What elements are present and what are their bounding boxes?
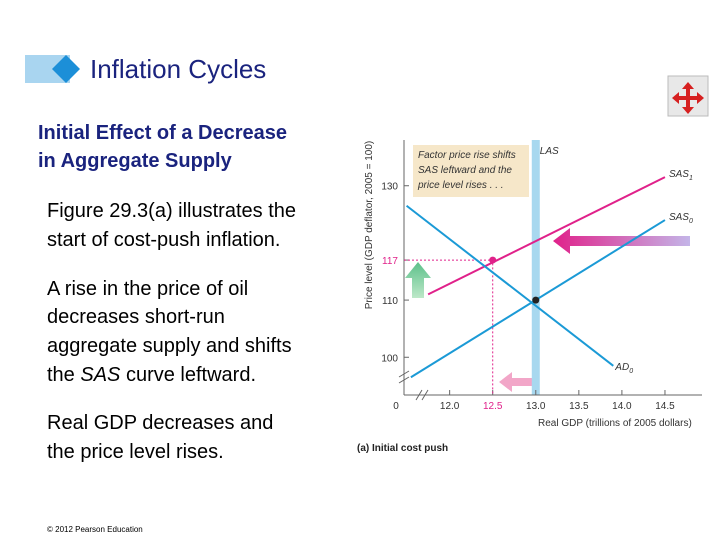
icon-arrows[interactable] bbox=[672, 82, 704, 114]
curve-label: SAS1 bbox=[669, 169, 693, 182]
annotation: price level rises . . . bbox=[417, 180, 504, 191]
paragraph-line: Figure 29.3(a) illustrates the bbox=[47, 200, 296, 222]
heading: Initial Effect of a Decrease bbox=[38, 122, 287, 144]
x-tick-label: 13.5 bbox=[569, 401, 589, 412]
annotation: Factor price rise shifts bbox=[418, 150, 516, 161]
text-run: curve leftward. bbox=[120, 364, 256, 386]
y-axis-label: Price level (GDP deflator, 2005 = 100) bbox=[364, 141, 375, 310]
footer: © 2012 Pearson Education bbox=[47, 525, 143, 534]
price-arrow bbox=[405, 262, 431, 298]
title-diamond bbox=[52, 55, 80, 83]
x-tick-label: 13.0 bbox=[526, 401, 546, 412]
slide-title: Inflation Cycles bbox=[90, 54, 266, 84]
text-run: the bbox=[47, 364, 80, 386]
y-tick-label: 117 bbox=[382, 256, 398, 267]
paragraph-line: decreases short-run bbox=[47, 306, 225, 328]
chart: Factor price rise shifts SAS leftward an… bbox=[357, 140, 702, 454]
curve-label-main: SAS bbox=[669, 169, 689, 180]
curve-label-sub: 1 bbox=[689, 175, 693, 182]
text-run: SAS bbox=[80, 364, 121, 386]
y-tick-label: 130 bbox=[381, 182, 398, 193]
origin-label: 0 bbox=[393, 401, 399, 412]
point bbox=[532, 296, 540, 304]
point bbox=[489, 256, 497, 264]
curve-label-sub: 0 bbox=[629, 368, 633, 375]
curve-label: AD0 bbox=[614, 362, 633, 375]
x-tick-label: 14.0 bbox=[612, 401, 632, 412]
x-tick-label: 12.0 bbox=[440, 401, 460, 412]
paragraph-line: aggregate supply and shifts bbox=[47, 335, 292, 357]
annotation-box bbox=[413, 145, 529, 197]
paragraph-line: A rise in the price of oil bbox=[47, 278, 248, 300]
x-tick-label: 14.5 bbox=[655, 401, 675, 412]
heading: in Aggregate Supply bbox=[38, 150, 233, 172]
paragraph-line: start of cost-push inflation. bbox=[47, 229, 280, 251]
gdp-arrow bbox=[499, 372, 532, 392]
annotation: SAS leftward and the bbox=[418, 165, 512, 176]
caption: (a) Initial cost push bbox=[357, 443, 448, 454]
shift-arrow bbox=[553, 228, 690, 254]
curve-label: SAS0 bbox=[669, 212, 693, 225]
curve bbox=[427, 176, 666, 296]
axis-break bbox=[398, 370, 429, 401]
curve-label-main: SAS bbox=[669, 212, 689, 223]
y-tick-label: 100 bbox=[381, 353, 398, 364]
las-label: LAS bbox=[540, 146, 559, 157]
y-tick-label: 110 bbox=[382, 296, 398, 307]
paragraph-line: the SAS curve leftward. bbox=[47, 364, 256, 386]
curve-label-main: AD bbox=[614, 362, 629, 373]
x-tick-label: 12.5 bbox=[483, 401, 503, 412]
paragraph-line: Real GDP decreases and bbox=[47, 412, 273, 434]
curve-label-sub: 0 bbox=[689, 218, 693, 225]
las-line bbox=[531, 140, 540, 395]
paragraph-line: the price level rises. bbox=[47, 441, 224, 463]
curve bbox=[405, 204, 614, 367]
nav-icon[interactable] bbox=[667, 75, 709, 117]
x-axis-label: Real GDP (trillions of 2005 dollars) bbox=[538, 418, 692, 429]
